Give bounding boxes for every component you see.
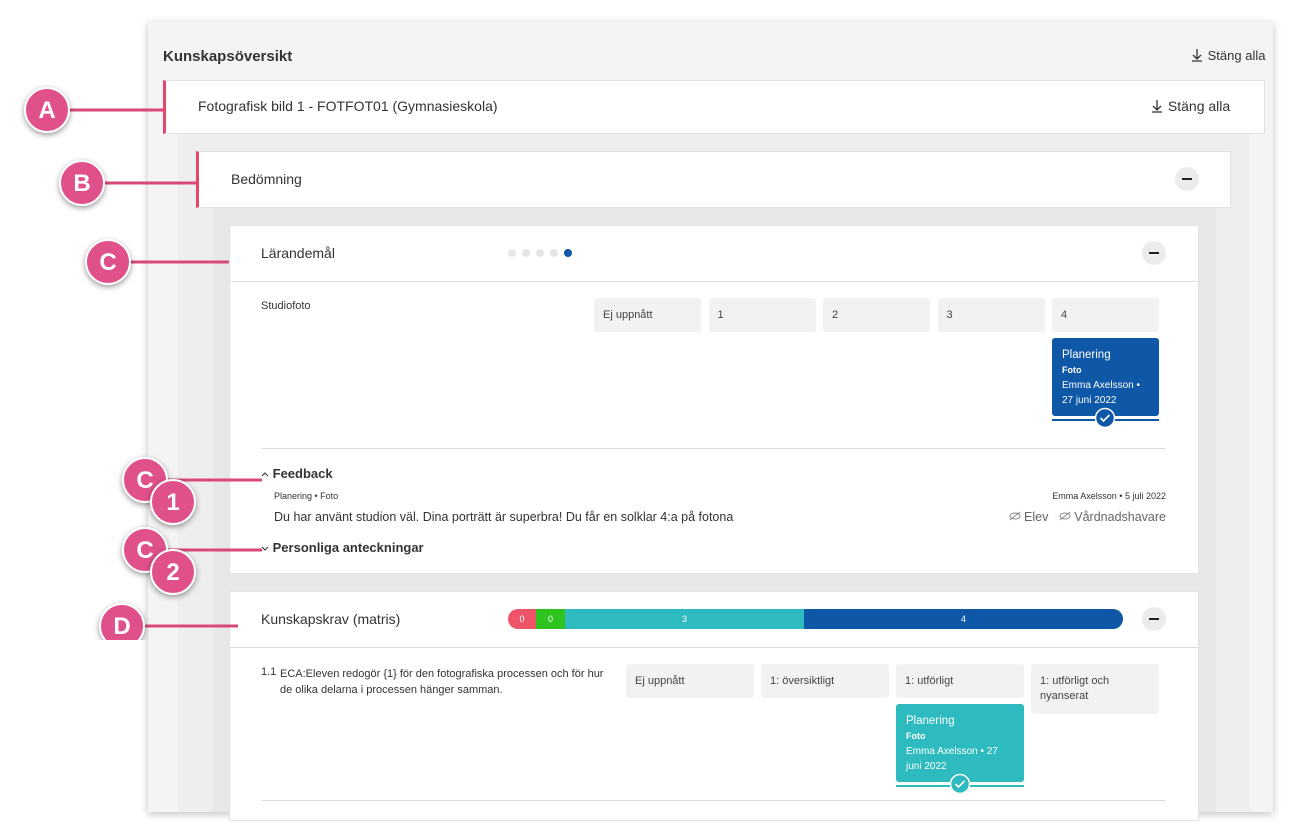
grade-option[interactable]: 4 [1052,298,1159,332]
check-icon [949,773,971,795]
check-icon [1094,407,1116,429]
callout-label: A [38,97,55,124]
callout-label: C [136,467,153,494]
tag-meta: Emma Axelsson • 27 juni 2022 [1062,380,1140,406]
feedback-source: Planering • Foto [274,491,339,501]
hidden-icon [1009,511,1021,521]
assessment-tag[interactable]: Planering Foto Emma Axelsson • 27 juni 202… [896,704,1024,782]
course-card [163,80,1265,134]
close-all-label: Stäng alla [1167,98,1231,114]
callout-badge [150,479,196,525]
callout-label: 2 [166,559,179,586]
chevron [261,472,269,477]
grade-option[interactable]: 3 [937,298,1045,332]
chevron [261,546,269,551]
feedback-meta: Emma Axelsson • 5 juli 2022 [1052,491,1166,501]
tag-meta: Emma Axelsson • 27 juni 2022 [906,746,998,772]
grade-option[interactable]: 1: översiktligt [761,664,889,698]
distribution-bar: 0 0 3 4 [508,609,1123,629]
assessment-tag[interactable]: Planering Foto Emma Axelsson • 27 juni 202… [1052,338,1159,416]
tag-subtitle: Foto [906,731,926,741]
grade-option[interactable]: 1 [708,298,816,332]
page-title: Kunskapsöversikt [163,48,293,65]
grade-option[interactable]: Ej uppnått [594,298,701,332]
criterion: Studiofoto [261,300,311,312]
section-title: Kunskapskrav (matris) [261,611,401,627]
callout-badge [99,603,145,640]
segment-label: 4 [804,609,1123,629]
divider [261,800,1166,801]
assessment-card [196,151,1231,208]
grade-option[interactable]: 2 [823,298,930,332]
segment-label: 0 [536,609,565,629]
close-all[interactable]: Stäng alla [1190,48,1265,63]
callout-label: 1 [166,489,179,516]
course-title: Fotografisk bild 1 - FOTFOT01 (Gymnasies… [198,98,498,114]
tag-title: Planering [906,715,955,727]
callout-badge [150,549,196,595]
visibility-label[interactable]: Elev [1024,510,1049,524]
tag-title: Planering [1062,349,1111,361]
learning-goals-card [229,225,1199,574]
icon [1192,49,1202,62]
segment-label: 0 [508,609,536,629]
assessment-title: Bedömning [231,171,302,187]
icon [1152,100,1162,113]
collapse-button[interactable] [1142,241,1166,265]
collapse-button[interactable] [1175,167,1199,191]
divider [230,647,1198,648]
grade-option[interactable]: 1: utförligt [896,664,1024,698]
pager-dots [508,249,572,257]
segment-label: 3 [565,609,804,629]
callout-badge [59,160,105,206]
notes-toggle[interactable]: Personliga anteckningar [261,540,424,555]
tag-subtitle: Foto [1062,365,1082,375]
visibility-label[interactable]: Vårdnadshavare [1074,510,1166,524]
visibility: Elev Vårdnadshavare [1009,510,1166,524]
feedback-toggle[interactable]: Feedback [261,466,333,481]
callout-label: D [113,613,130,640]
callout-badge [24,87,70,133]
callout-badge [85,239,131,285]
grade-option[interactable]: Ej uppnått [626,664,754,698]
close-all[interactable]: Stäng alla [1150,98,1230,114]
row-number: 1.1 [261,666,277,678]
collapse-button[interactable] [1142,607,1166,631]
feedback-title: Feedback [272,466,333,481]
hidden-icon [1059,511,1071,521]
divider [261,448,1166,449]
callout-label: C [99,249,116,276]
callout-label: C [136,537,153,564]
callout-label: B [73,170,90,197]
notes-title: Personliga anteckningar [272,540,424,555]
section-title: Lärandemål [261,245,335,261]
close-all-label: Stäng alla [1207,48,1266,63]
grade-option[interactable]: 1: utförligt och nyanserat [1031,664,1159,714]
feedback-text: Du har använt studion väl. Dina porträtt… [274,510,734,524]
row-text: ECA:Eleven redogör {1} för den fotografi… [280,668,604,696]
divider [230,281,1198,282]
